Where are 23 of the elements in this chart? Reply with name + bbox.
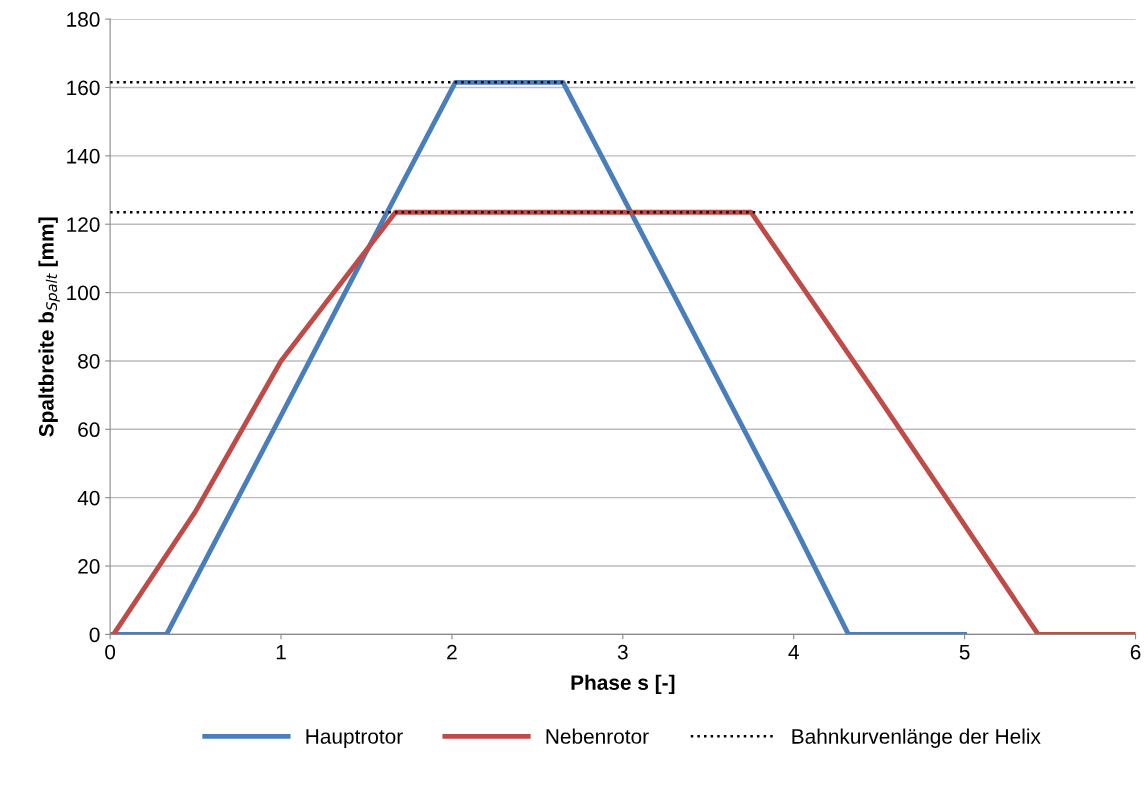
y-tick-label: 80 xyxy=(78,353,100,369)
y-tick-label: 0 xyxy=(89,627,100,643)
y-tick-label: 60 xyxy=(78,422,100,438)
y-tick-label: 140 xyxy=(67,148,100,164)
legend-label: Hauptrotor xyxy=(306,729,403,748)
x-tick-label: 0 xyxy=(105,644,116,660)
line-series xyxy=(110,79,968,635)
x-axis-title: Phase s [-] xyxy=(571,674,675,695)
y-axis-title: Spaltbreite b$_{Spalt}$ [mm] xyxy=(38,217,60,437)
y-tick-label: 120 xyxy=(67,217,100,232)
y-tick-label: 20 xyxy=(78,559,100,574)
x-tick-label: 2 xyxy=(447,644,457,660)
y-tick-label: 160 xyxy=(67,80,100,96)
y-tick-label: 180 xyxy=(67,12,100,27)
x-tick-label: 1 xyxy=(276,644,286,660)
x-tick-label: 3 xyxy=(617,644,628,660)
x-tick-label: 4 xyxy=(788,644,799,660)
legend-label: Bahnkurvenlänge der Helix xyxy=(792,728,1041,748)
x-tick-label: 5 xyxy=(959,644,970,660)
legend-label: Nebenrotor xyxy=(546,728,649,744)
y-tick-label: 40 xyxy=(77,490,100,506)
x-tick-label: 6 xyxy=(1130,644,1141,660)
y-tick-label: 100 xyxy=(67,285,100,301)
